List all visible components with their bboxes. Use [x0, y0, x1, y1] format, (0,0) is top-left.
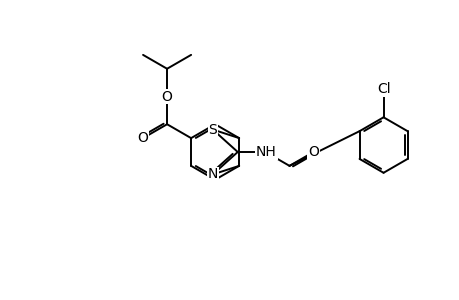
Text: O: O [137, 131, 148, 145]
Text: Cl: Cl [376, 82, 390, 96]
Text: N: N [207, 167, 218, 182]
Text: S: S [208, 122, 217, 136]
Text: O: O [308, 145, 318, 159]
Text: NH: NH [256, 145, 276, 159]
Text: O: O [161, 89, 172, 103]
